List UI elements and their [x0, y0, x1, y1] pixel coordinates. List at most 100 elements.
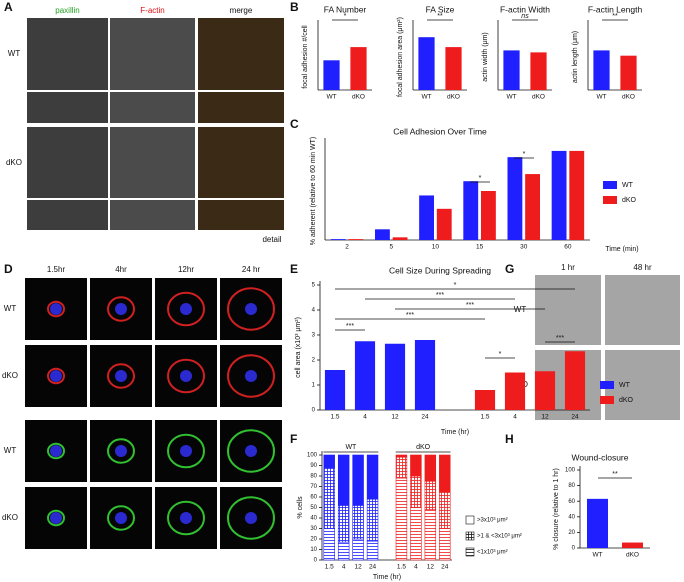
y-tick-label: 0: [312, 408, 316, 414]
bar: [530, 52, 547, 90]
bar-segment: [439, 528, 451, 561]
y-tick-label: 0: [572, 546, 576, 552]
bar: [392, 237, 408, 240]
nucleus: [115, 303, 127, 315]
row-label: dKO: [2, 371, 18, 380]
significance-label: *: [499, 351, 502, 358]
x-axis-label: Time (hr): [373, 574, 401, 581]
nucleus: [115, 512, 127, 524]
cell: [167, 500, 205, 536]
nucleus: [245, 445, 257, 457]
x-tick-label: 24: [571, 414, 579, 421]
nucleus: [180, 303, 192, 315]
bar: [463, 181, 479, 240]
bar-segment: [323, 528, 335, 561]
legend-swatch: [603, 196, 617, 204]
micrograph: [198, 18, 284, 90]
cell: [107, 505, 135, 531]
cell: [167, 358, 205, 394]
bar-segment: [366, 454, 379, 500]
bar: [564, 351, 586, 410]
chart-title: Wound-closure: [571, 452, 628, 462]
panel-label: E: [290, 262, 298, 276]
significance-label: *: [523, 151, 526, 158]
column-header: 12hr: [178, 265, 194, 274]
legend-swatch: [465, 531, 475, 541]
bar: [350, 47, 367, 90]
column-header: 1.5hr: [47, 265, 66, 274]
cell: [107, 438, 135, 464]
bar-segment: [410, 454, 422, 477]
x-tick-label: 24: [441, 564, 449, 571]
column-header: 48 hr: [633, 263, 652, 272]
nucleus: [115, 370, 127, 382]
legend-label: dKO: [619, 397, 634, 404]
cell: [47, 442, 65, 460]
micrograph: [198, 200, 284, 230]
x-tick-label: dKO: [626, 552, 639, 559]
micrograph: [27, 18, 108, 90]
chart-title: Cell Adhesion Over Time: [393, 126, 487, 136]
y-tick-label: 90: [310, 463, 317, 469]
significance-label: **: [437, 13, 443, 20]
y-tick-label: 3: [312, 333, 316, 339]
x-tick-label: 24: [369, 564, 377, 571]
column-header: 4hr: [115, 265, 127, 274]
group-label: dKO: [416, 444, 431, 451]
bar-segment: [424, 480, 437, 510]
y-tick-label: 50: [310, 505, 317, 511]
bar-segment: [337, 541, 350, 561]
bar: [474, 390, 496, 410]
x-tick-label: 60: [564, 244, 572, 251]
panel-label: C: [290, 117, 299, 131]
y-tick-label: 4: [312, 308, 316, 314]
bar: [504, 372, 526, 410]
column-header: 24 hr: [242, 265, 261, 274]
bar: [622, 542, 643, 548]
group-label: WT: [345, 444, 357, 451]
x-tick-label: 12: [541, 414, 549, 421]
significance-label: *: [344, 13, 347, 20]
panel-label: G: [505, 262, 514, 276]
x-tick-label: 12: [354, 564, 362, 571]
x-tick-label: dKO: [622, 94, 635, 101]
bar: [507, 157, 523, 240]
cell: [167, 291, 205, 327]
cell: [227, 429, 275, 473]
y-tick-label: 5: [312, 283, 316, 289]
bar-segment: [395, 477, 408, 561]
cell: [47, 367, 65, 385]
y-tick-label: 70: [310, 484, 317, 490]
bar-segment: [410, 475, 422, 508]
x-axis-label: Time (hr): [441, 429, 469, 436]
y-axis-label: cell area (x10³ μm²): [295, 317, 302, 378]
x-tick-label: WT: [421, 94, 431, 101]
legend-label: >1 & <3x10³ μm²: [477, 534, 522, 540]
bar: [593, 50, 610, 90]
row-label: dKO: [6, 158, 22, 167]
x-tick-label: 4: [414, 564, 418, 571]
bar-segment: [439, 491, 451, 529]
nucleus: [180, 512, 192, 524]
legend-swatch: [600, 396, 614, 404]
panel-label: F: [290, 432, 297, 446]
row-label: WT: [4, 446, 17, 455]
legend-label: dKO: [622, 197, 637, 204]
panel-label: H: [505, 432, 514, 446]
micrograph: [110, 200, 195, 230]
x-tick-label: 5: [389, 244, 393, 251]
y-tick-label: 100: [307, 453, 318, 459]
bar: [330, 239, 346, 240]
panel-label: B: [290, 0, 299, 14]
nucleus: [245, 303, 257, 315]
x-tick-label: 10: [432, 244, 440, 251]
bar: [419, 195, 435, 240]
x-tick-label: 4: [513, 414, 517, 421]
chart-title: F-actin Length: [588, 4, 643, 14]
x-tick-label: 1.5: [325, 564, 334, 571]
y-tick-label: 60: [568, 499, 575, 505]
micrograph: [535, 275, 601, 345]
legend-swatch: [603, 181, 617, 189]
nucleus: [50, 303, 62, 315]
chart-title: F-actin Width: [500, 4, 550, 14]
